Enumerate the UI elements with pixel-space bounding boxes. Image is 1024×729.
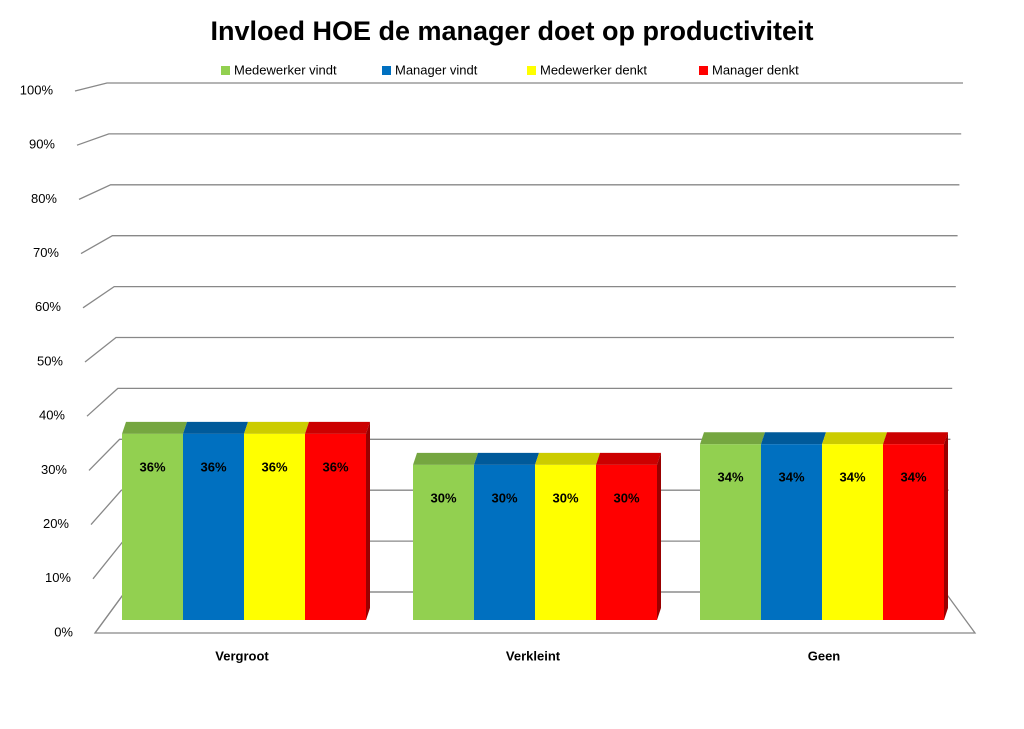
bar-top <box>305 421 370 434</box>
legend-label: Manager denkt <box>712 62 799 77</box>
grid-line <box>90 489 949 526</box>
data-label: 36% <box>139 459 165 474</box>
y-tick-label: 70% <box>33 245 59 260</box>
bar <box>822 444 883 620</box>
bar-side <box>944 432 948 620</box>
data-label: 30% <box>613 490 639 505</box>
bar-side <box>366 421 370 620</box>
bar-side <box>657 452 661 620</box>
grid-line <box>82 285 956 309</box>
grid-line <box>78 184 960 200</box>
bar <box>413 464 474 620</box>
y-tick-label: 40% <box>39 408 65 423</box>
bar <box>122 433 183 620</box>
data-label: 34% <box>839 470 865 485</box>
bar-top <box>822 432 887 445</box>
chart-title: Invloed HOE de manager doet op productiv… <box>210 16 813 46</box>
bar-top <box>883 432 948 445</box>
y-tick-label: 30% <box>41 462 67 477</box>
data-label: 34% <box>778 470 804 485</box>
bar <box>700 444 761 620</box>
data-label: 30% <box>430 490 456 505</box>
y-tick-label: 50% <box>37 353 63 368</box>
y-tick-label: 100% <box>20 82 54 97</box>
legend-swatch <box>382 66 391 75</box>
bar-top <box>535 452 600 465</box>
grid-line <box>86 387 953 417</box>
bar <box>244 433 305 620</box>
x-tick-label: Vergroot <box>215 648 269 663</box>
x-tick-label: Geen <box>808 648 841 663</box>
legend-label: Medewerker vindt <box>234 62 337 77</box>
grid-line <box>84 336 954 363</box>
y-tick-label: 90% <box>29 137 55 152</box>
bar-top <box>413 452 478 465</box>
bar-top <box>761 432 826 445</box>
bar-top <box>474 452 539 465</box>
data-label: 36% <box>261 459 287 474</box>
legend-swatch <box>221 66 230 75</box>
bar <box>474 464 535 620</box>
data-label: 34% <box>717 470 743 485</box>
data-label: 34% <box>900 470 926 485</box>
y-tick-label: 10% <box>45 570 71 585</box>
legend-swatch <box>527 66 536 75</box>
data-label: 36% <box>322 459 348 474</box>
bar <box>183 433 244 620</box>
bar-top <box>700 432 765 445</box>
bar <box>305 433 366 620</box>
bar <box>535 464 596 620</box>
y-tick-label: 20% <box>43 516 69 531</box>
grid-line <box>80 235 958 255</box>
bar <box>596 464 657 620</box>
grid-line <box>74 82 963 92</box>
bar-top <box>183 421 248 434</box>
data-label: 30% <box>552 490 578 505</box>
y-tick-label: 60% <box>35 299 61 314</box>
legend-label: Manager vindt <box>395 62 478 77</box>
x-tick-label: Verkleint <box>506 648 561 663</box>
grid-line <box>76 133 962 146</box>
bar-top <box>596 452 661 465</box>
legend-label: Medewerker denkt <box>540 62 647 77</box>
y-tick-label: 80% <box>31 191 57 206</box>
data-label: 30% <box>491 490 517 505</box>
data-label: 36% <box>200 459 226 474</box>
grid-line <box>88 438 951 471</box>
bar-top <box>244 421 309 434</box>
bar <box>761 444 822 620</box>
bar-top <box>122 421 187 434</box>
legend-swatch <box>699 66 708 75</box>
y-tick-label: 0% <box>54 624 73 639</box>
bar <box>883 444 944 620</box>
